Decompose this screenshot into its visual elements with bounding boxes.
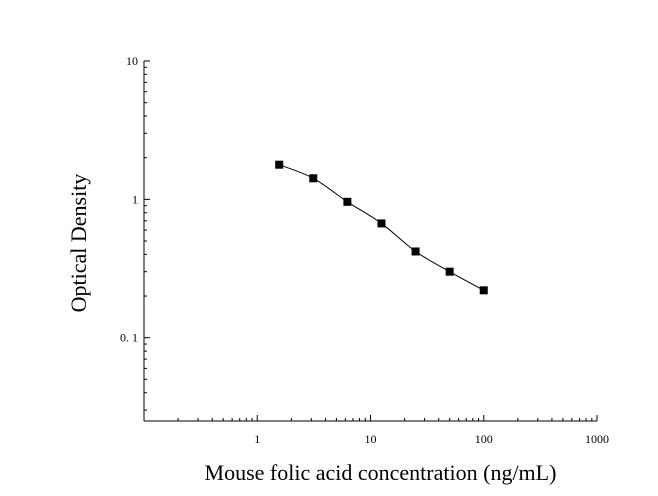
y-tick-label: 0. 1	[120, 331, 138, 345]
y-axis-label: Optical Density	[66, 174, 91, 313]
y-tick-label: 1	[132, 192, 138, 206]
x-tick-label: 10	[365, 432, 377, 446]
data-point-marker	[343, 197, 352, 206]
axes	[143, 61, 597, 422]
x-tick-label: 1000	[585, 432, 609, 446]
ticks: 1 10 100 1000 10 1 0. 1	[120, 54, 609, 446]
data-point-marker	[275, 160, 284, 169]
data-point-marker	[445, 267, 454, 276]
data-points	[275, 160, 488, 295]
y-tick-label: 10	[126, 54, 138, 68]
x-tick-label: 1	[254, 432, 260, 446]
data-point-marker	[377, 219, 386, 228]
x-tick-label: 100	[475, 432, 493, 446]
data-point-marker	[479, 286, 488, 295]
data-point-marker	[309, 174, 318, 183]
x-axis-label: Mouse folic acid concentration (ng/mL)	[205, 460, 557, 485]
data-point-marker	[411, 247, 420, 256]
